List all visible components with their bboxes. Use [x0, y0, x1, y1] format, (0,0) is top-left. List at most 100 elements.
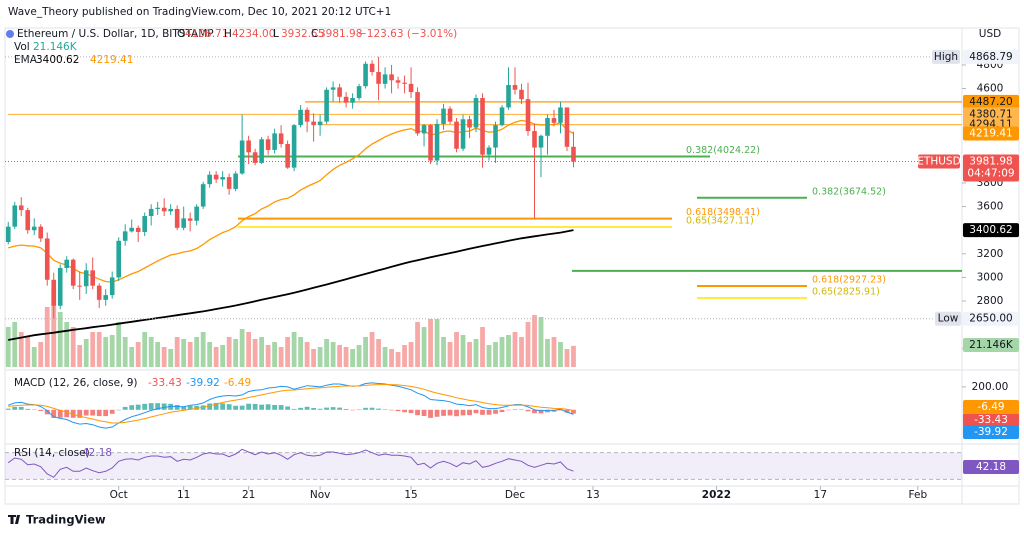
candle-body — [129, 227, 134, 232]
macd-histogram — [402, 409, 407, 413]
volume-bar — [421, 327, 427, 367]
macd-histogram — [421, 409, 427, 416]
volume-bar — [57, 312, 63, 367]
volume-value: 21.146K — [33, 41, 78, 53]
y-tick-label: 4600 — [977, 83, 1004, 95]
volume-bar — [343, 347, 349, 367]
macd-histogram — [447, 409, 453, 416]
macd-histogram — [233, 405, 239, 410]
candle-body — [571, 146, 576, 162]
low-text: Low — [938, 313, 959, 325]
candle-body — [226, 177, 232, 189]
candle-body — [239, 140, 245, 174]
macd-histogram — [83, 409, 89, 416]
volume-bar — [213, 347, 219, 367]
volume-bar — [181, 339, 187, 367]
rsi-title: RSI (14, close) — [14, 447, 90, 459]
volume-bar — [5, 327, 11, 367]
y-tick-label: 3000 — [977, 271, 1004, 283]
macd-histogram — [434, 409, 440, 417]
volume-bar — [155, 342, 161, 367]
volume-bar — [298, 337, 304, 367]
x-tick-label: Feb — [909, 489, 928, 501]
candle-body — [116, 240, 121, 278]
macd-histogram — [129, 405, 135, 410]
volume-bar — [194, 337, 200, 367]
macd-histogram — [31, 409, 37, 411]
macd-label: -33.43 — [974, 414, 1008, 426]
fib-label: 0.382(4024.22) — [686, 145, 760, 156]
candle-body — [96, 285, 102, 300]
volume-bar — [12, 322, 18, 367]
candle-body — [285, 144, 290, 168]
volume-bar — [96, 332, 102, 367]
candle-body — [220, 177, 225, 180]
candle-body — [473, 97, 479, 128]
candle-body — [31, 226, 37, 231]
candle-body — [291, 125, 297, 168]
candle-body — [545, 118, 550, 136]
volume-bar — [148, 337, 154, 367]
volume-bar — [25, 337, 31, 367]
volume-bar — [161, 347, 167, 367]
volume-bar — [90, 332, 96, 367]
macd-histogram — [317, 408, 323, 410]
macd-histogram — [480, 409, 485, 415]
candle-body — [564, 107, 570, 147]
macd-histogram — [376, 408, 381, 410]
legend-value: 4106.71 — [185, 28, 228, 40]
macd-label-box — [963, 400, 1019, 414]
x-tick-label: Nov — [310, 489, 331, 501]
macd-histogram — [324, 407, 329, 410]
fib-label: 0.65(3427.11) — [686, 215, 754, 226]
macd-histogram — [38, 409, 44, 411]
macd-histogram — [285, 406, 291, 410]
candle-body — [512, 85, 518, 90]
macd-histogram — [408, 409, 414, 414]
line — [8, 119, 574, 283]
fib-label: 0.65(2825.91) — [812, 286, 880, 297]
volume-bar — [252, 339, 258, 367]
candle-body — [460, 119, 466, 149]
macd-histogram — [226, 404, 232, 410]
candle-body — [447, 108, 453, 122]
chart-frame — [4, 27, 1020, 505]
macd-histogram — [12, 406, 18, 410]
candle-body — [363, 63, 368, 87]
volume-bar — [538, 317, 544, 367]
candle-body — [337, 87, 342, 97]
volume-name: Vol — [14, 41, 30, 53]
candle-body — [486, 147, 492, 155]
candle-body — [467, 119, 472, 128]
volume-bar — [317, 347, 323, 367]
macd-histogram — [571, 409, 576, 414]
macd-histogram — [96, 409, 102, 417]
x-tick-label: Oct — [110, 489, 128, 501]
macd-histogram — [135, 404, 141, 410]
y-tick-label: 3200 — [977, 248, 1004, 260]
volume-bar — [265, 345, 271, 367]
volume-bar — [330, 342, 336, 367]
high-text: High — [934, 51, 958, 63]
volume-bar — [142, 332, 148, 367]
candle-body — [181, 218, 186, 228]
macd-histogram — [64, 409, 70, 418]
x-tick-label: Dec — [505, 489, 526, 501]
candle-body — [519, 89, 524, 100]
legend-key: C — [311, 28, 318, 40]
candle-body — [324, 89, 329, 122]
ema-value: 4219.41 — [90, 54, 133, 66]
macd-histogram — [220, 403, 226, 410]
volume-bar — [460, 335, 466, 367]
macd-histogram — [265, 404, 271, 410]
fib-label: 0.618(2927.23) — [812, 275, 886, 286]
level-label: 4487.20 — [969, 96, 1012, 108]
macd-histogram — [213, 402, 219, 410]
volume-bar — [473, 339, 479, 367]
candle-body — [317, 121, 323, 126]
macd-histogram — [272, 404, 278, 410]
volume-bar — [103, 337, 109, 367]
volume-bar — [122, 337, 128, 367]
candle-body — [304, 109, 310, 122]
y-tick-label: 3600 — [977, 201, 1004, 213]
